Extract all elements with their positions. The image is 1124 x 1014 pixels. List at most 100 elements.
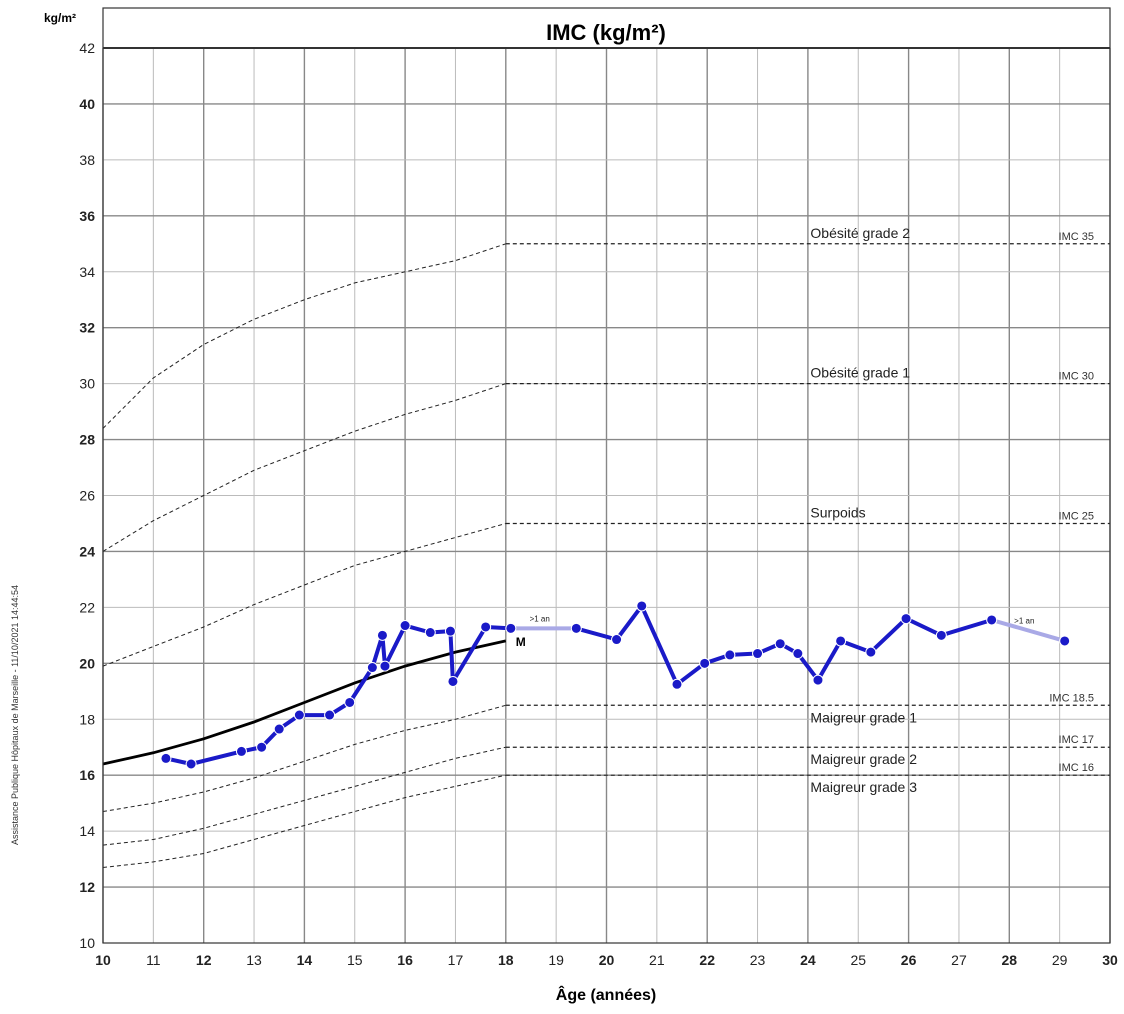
y-tick-label: 20 [79, 655, 95, 671]
patient-point [444, 625, 456, 637]
plot-frame [102, 7, 1111, 944]
patient-point [865, 646, 877, 658]
x-tick-label: 24 [800, 952, 816, 968]
patient-series: >1 an >1 an [160, 600, 1071, 770]
y-tick-label: 12 [79, 879, 95, 895]
pediatric-curve [102, 746, 506, 846]
y-tick-label: 26 [79, 488, 95, 504]
threshold-ref-label: IMC 25 [1059, 510, 1094, 522]
x-tick-label: 26 [901, 952, 917, 968]
y-tick-label: 18 [79, 711, 95, 727]
threshold-ref-label: IMC 16 [1059, 762, 1094, 774]
threshold-ref-label: IMC 35 [1059, 231, 1094, 243]
patient-point [774, 638, 786, 650]
x-tick-label: 21 [649, 952, 665, 968]
pediatric-curve [102, 523, 506, 667]
patient-point [636, 600, 648, 612]
y-tick-label: 28 [79, 432, 95, 448]
patient-point [447, 675, 459, 687]
adult-threshold-lines: IMC 35 Obésité grade 2 IMC 30 Obésité grade… [505, 225, 1110, 795]
patient-point [1059, 635, 1071, 647]
patient-point [752, 648, 764, 660]
y-tick-label: 24 [79, 543, 95, 559]
pediatric-curve [102, 383, 506, 552]
gap-note: >1 an [530, 614, 550, 623]
patient-point [724, 649, 736, 661]
patient-point [293, 709, 305, 721]
side-footer-text: Assistance Publique Hôpitaux de Marseill… [10, 585, 20, 845]
y-tick-label: 42 [79, 40, 95, 56]
threshold-band-label: Obésité grade 1 [810, 365, 910, 381]
x-tick-label: 22 [699, 952, 715, 968]
x-tick-label: 14 [297, 952, 313, 968]
x-tick-label: 11 [146, 952, 161, 968]
x-tick-label: 17 [448, 952, 464, 968]
patient-point [792, 648, 804, 660]
threshold-band-label: Surpoids [810, 504, 865, 520]
patient-point [835, 635, 847, 647]
x-axis-label: Âge (années) [556, 985, 656, 1004]
pediatric-reference-curves [102, 243, 506, 868]
patient-point [256, 741, 268, 753]
x-tick-label: 30 [1102, 952, 1118, 968]
y-tick-label: 38 [79, 152, 95, 168]
y-tick-label: 10 [79, 935, 95, 951]
median-label: M [516, 635, 526, 649]
axes: 10 11 12 13 14 15 16 17 18 19 20 21 22 23 24 25 26 27 28 29… [79, 7, 1118, 968]
threshold-band-label: Maigreur grade 3 [810, 779, 917, 795]
patient-point [376, 629, 388, 641]
patient-point [935, 629, 947, 641]
x-tick-label: 25 [850, 952, 866, 968]
pediatric-curve [102, 774, 506, 868]
patient-point [424, 627, 436, 639]
y-tick-label: 14 [79, 823, 95, 839]
x-tick-label: 29 [1052, 952, 1068, 968]
patient-point [324, 709, 336, 721]
patient-point [366, 662, 378, 674]
patient-point [900, 613, 912, 625]
patient-line [165, 623, 511, 766]
y-tick-label: 22 [79, 599, 95, 615]
threshold-band-label: Obésité grade 2 [810, 225, 910, 241]
chart-title: IMC (kg/m²) [546, 20, 666, 45]
threshold-ref-label: IMC 17 [1059, 734, 1094, 746]
patient-point [671, 678, 683, 690]
patient-point [273, 723, 285, 735]
x-tick-label: 13 [246, 952, 262, 968]
y-tick-label: 36 [79, 208, 95, 224]
y-unit-label: kg/m² [44, 11, 76, 25]
y-tick-label: 40 [79, 96, 95, 112]
patient-point [235, 745, 247, 757]
patient-point [505, 622, 517, 634]
x-tick-label: 28 [1002, 952, 1018, 968]
median-line [102, 639, 507, 766]
x-tick-label: 10 [95, 952, 111, 968]
patient-point [699, 657, 711, 669]
gap-note: >1 an [1014, 616, 1034, 625]
patient-point [480, 621, 492, 633]
pediatric-curve [102, 243, 506, 429]
x-tick-label: 27 [951, 952, 967, 968]
x-tick-label: 16 [397, 952, 413, 968]
threshold-band-label: Maigreur grade 2 [810, 751, 917, 767]
threshold-band-label: Maigreur grade 1 [810, 709, 917, 725]
grid [102, 47, 1111, 944]
patient-point [570, 622, 582, 634]
patient-point [185, 758, 197, 770]
patient-point [986, 614, 998, 626]
patient-point [611, 634, 623, 646]
x-tick-label: 23 [750, 952, 766, 968]
patient-gap-line [991, 618, 1066, 643]
y-tick-label: 34 [79, 264, 95, 280]
threshold-ref-label: IMC 30 [1059, 371, 1094, 383]
y-tick-label: 30 [79, 376, 95, 392]
median-curve: M [102, 635, 526, 766]
x-tick-label: 19 [548, 952, 564, 968]
threshold-ref-label: IMC 18.5 [1049, 692, 1094, 704]
x-tick-label: 12 [196, 952, 212, 968]
patient-point [160, 752, 172, 764]
patient-point [399, 620, 411, 632]
y-tick-label: 32 [79, 320, 95, 336]
patient-point [379, 660, 391, 672]
